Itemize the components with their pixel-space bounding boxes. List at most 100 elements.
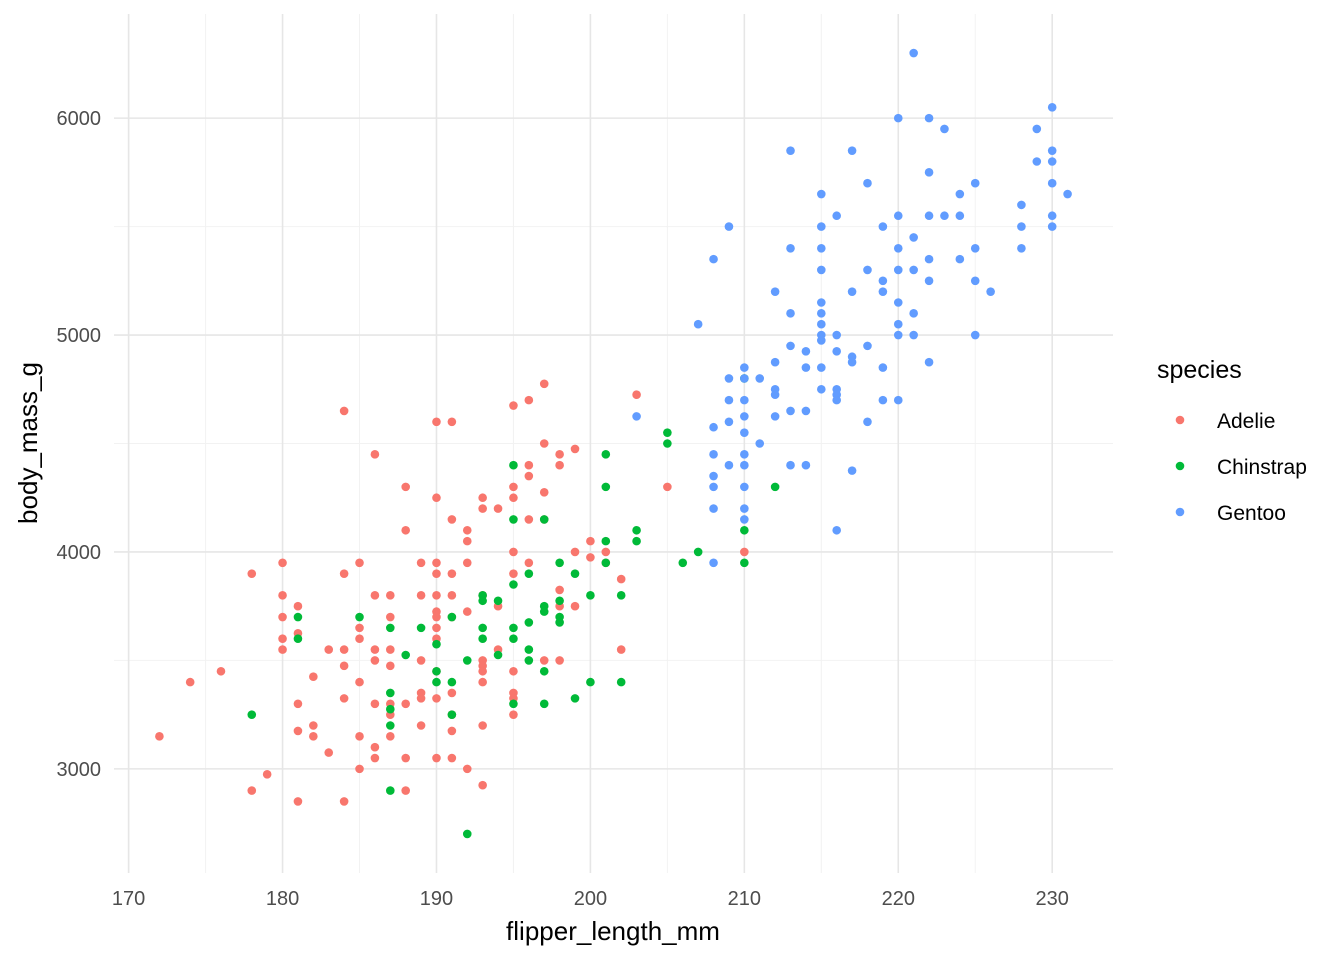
point-chinstrap xyxy=(539,666,549,676)
point-gentoo xyxy=(770,412,780,421)
point-gentoo xyxy=(924,254,934,264)
point-adelie xyxy=(386,612,395,622)
point-chinstrap xyxy=(524,569,534,578)
point-chinstrap xyxy=(432,639,441,649)
point-gentoo xyxy=(970,243,980,253)
point-gentoo xyxy=(817,336,826,345)
point-adelie xyxy=(401,753,410,763)
point-adelie xyxy=(509,569,518,578)
point-adelie xyxy=(462,536,472,546)
point-adelie xyxy=(293,797,303,806)
point-gentoo xyxy=(832,395,841,405)
point-gentoo xyxy=(924,113,934,123)
point-gentoo xyxy=(801,406,811,416)
point-adelie xyxy=(432,569,441,578)
point-adelie xyxy=(339,645,349,654)
point-gentoo xyxy=(693,319,703,329)
point-adelie xyxy=(278,558,287,568)
point-adelie xyxy=(432,558,441,568)
point-gentoo xyxy=(847,357,857,367)
point-chinstrap xyxy=(478,623,487,633)
point-gentoo xyxy=(740,363,749,372)
point-adelie xyxy=(416,591,426,600)
point-gentoo xyxy=(724,374,734,383)
x-tick-label: 190 xyxy=(420,888,453,910)
point-adelie xyxy=(355,732,364,741)
point-adelie xyxy=(524,558,534,568)
point-chinstrap xyxy=(601,450,611,459)
point-chinstrap xyxy=(509,580,518,589)
point-gentoo xyxy=(786,146,795,155)
point-adelie xyxy=(324,645,334,654)
point-gentoo xyxy=(755,374,765,383)
point-adelie xyxy=(509,666,518,676)
y-tick-label: 4000 xyxy=(57,542,102,564)
point-chinstrap xyxy=(509,515,518,524)
point-gentoo xyxy=(1047,211,1057,221)
point-gentoo xyxy=(724,395,734,405)
point-gentoo xyxy=(709,471,718,481)
point-gentoo xyxy=(1032,124,1042,134)
grid xyxy=(114,14,1113,873)
point-chinstrap xyxy=(663,439,672,448)
point-chinstrap xyxy=(678,558,688,568)
point-chinstrap xyxy=(386,704,395,714)
point-adelie xyxy=(278,612,287,622)
point-adelie xyxy=(432,612,441,622)
point-adelie xyxy=(555,450,564,459)
point-chinstrap xyxy=(632,525,641,535)
point-adelie xyxy=(447,753,457,763)
point-chinstrap xyxy=(493,650,503,660)
point-chinstrap xyxy=(539,699,549,709)
point-adelie xyxy=(278,591,287,600)
point-gentoo xyxy=(924,276,934,286)
point-gentoo xyxy=(770,287,780,296)
y-tick-label: 3000 xyxy=(57,759,102,781)
point-adelie xyxy=(416,558,426,568)
point-adelie xyxy=(355,623,364,633)
point-chinstrap xyxy=(616,677,626,687)
point-chinstrap xyxy=(616,591,626,600)
point-gentoo xyxy=(740,395,749,405)
point-gentoo xyxy=(940,124,949,134)
point-gentoo xyxy=(817,319,826,329)
x-tick-label: 200 xyxy=(574,888,607,910)
point-adelie xyxy=(586,553,595,562)
point-adelie xyxy=(462,764,472,774)
point-adelie xyxy=(586,536,595,546)
point-adelie xyxy=(509,482,518,492)
point-gentoo xyxy=(970,276,980,286)
point-adelie xyxy=(278,645,287,654)
point-gentoo xyxy=(893,319,903,329)
point-gentoo xyxy=(863,341,872,351)
point-adelie xyxy=(339,569,349,578)
point-chinstrap xyxy=(740,525,749,535)
point-gentoo xyxy=(724,460,734,470)
point-gentoo xyxy=(832,347,841,356)
point-adelie xyxy=(278,634,287,644)
point-adelie xyxy=(416,694,426,703)
point-gentoo xyxy=(801,363,811,372)
point-gentoo xyxy=(955,211,965,221)
point-adelie xyxy=(339,406,349,416)
point-adelie xyxy=(309,721,318,730)
point-gentoo xyxy=(955,189,965,199)
point-chinstrap xyxy=(509,460,518,470)
point-chinstrap xyxy=(770,482,780,492)
point-adelie xyxy=(524,471,534,481)
point-adelie xyxy=(293,726,303,736)
x-tick-label: 220 xyxy=(882,888,915,910)
point-gentoo xyxy=(740,412,749,421)
point-chinstrap xyxy=(247,710,257,719)
point-gentoo xyxy=(740,504,749,513)
point-gentoo xyxy=(817,298,826,307)
point-chinstrap xyxy=(601,558,611,568)
point-gentoo xyxy=(863,178,872,188)
point-chinstrap xyxy=(432,666,441,676)
point-gentoo xyxy=(847,287,857,296)
point-adelie xyxy=(616,574,626,584)
point-adelie xyxy=(462,607,472,616)
point-chinstrap xyxy=(740,558,749,568)
point-adelie xyxy=(509,710,518,719)
point-adelie xyxy=(324,748,334,757)
